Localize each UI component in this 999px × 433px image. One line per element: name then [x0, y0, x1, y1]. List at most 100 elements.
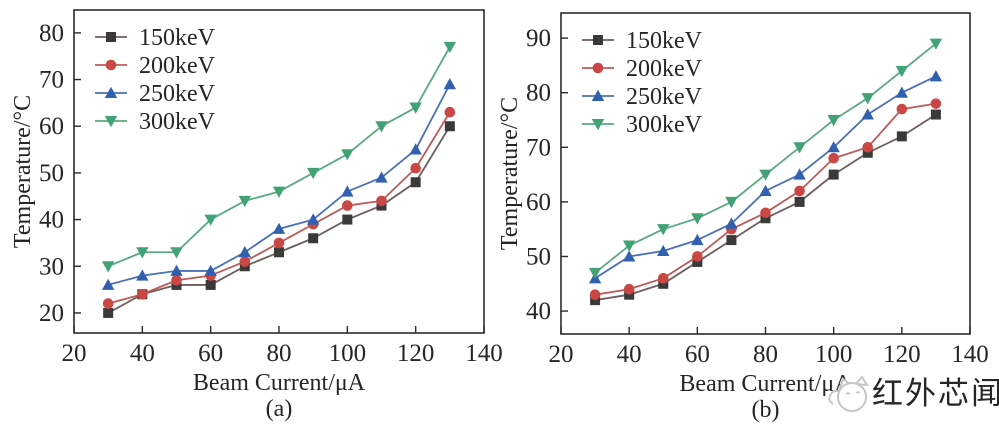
data-point-marker [588, 267, 602, 280]
y-axis-tick-label: 60 [526, 189, 551, 216]
x-axis-title: Beam Current/μA [193, 370, 366, 396]
legend-marker-icon [592, 62, 604, 74]
data-point-marker [137, 288, 148, 300]
data-point-marker [306, 213, 320, 225]
data-point-marker [896, 131, 907, 142]
data-point-marker [170, 247, 183, 259]
data-point-marker [136, 269, 149, 281]
data-point-marker [759, 169, 772, 181]
data-point-marker [760, 207, 771, 219]
data-point-marker [793, 142, 806, 154]
data-point-marker [239, 256, 251, 267]
data-point-marker [204, 264, 217, 276]
x-axis-tick-label: 80 [267, 340, 292, 367]
legend-label: 150keV [139, 25, 216, 51]
x-axis-tick-label: 100 [329, 340, 367, 367]
data-point-marker [862, 141, 874, 153]
panel-caption: (b) [752, 397, 780, 423]
data-point-marker [341, 149, 354, 161]
data-point-marker [793, 168, 806, 180]
x-axis-tick-label: 140 [951, 341, 989, 368]
data-point-marker [273, 237, 285, 249]
data-point-marker [103, 307, 114, 318]
legend-marker-icon [105, 59, 117, 71]
data-point-marker [136, 247, 149, 259]
charts-root: 20 40 60 80 100 120 140 20 30 40 50 60 70 80 Beam Curr… [10, 9, 989, 423]
data-point-marker [828, 169, 839, 180]
x-axis-tick-label: 60 [685, 341, 710, 368]
series-200keV [589, 98, 942, 300]
data-point-marker [443, 41, 457, 54]
data-point-marker [306, 167, 320, 180]
data-point-marker [375, 121, 388, 133]
x-axis-tick-label: 20 [62, 340, 87, 367]
y-axis-tick-label: 40 [39, 207, 64, 234]
y-axis-tick-label: 50 [526, 243, 551, 270]
data-point-marker [238, 195, 252, 208]
y-axis-tick-label: 40 [526, 298, 551, 325]
legend-marker-icon [591, 119, 605, 131]
data-point-marker [622, 250, 636, 262]
data-point-marker [726, 235, 737, 246]
data-point-marker [443, 78, 457, 90]
panel-caption: (a) [266, 396, 293, 422]
data-point-marker [410, 162, 421, 174]
data-point-marker [623, 283, 635, 295]
series-line [107, 125, 451, 314]
data-point-marker [238, 246, 252, 258]
legend-item-250keV: 250keV [582, 84, 703, 110]
data-point-marker [794, 185, 805, 197]
data-point-marker [341, 185, 354, 197]
data-point-marker [444, 121, 455, 132]
series-line [594, 113, 937, 302]
series-300keV [588, 38, 943, 280]
data-point-marker [759, 184, 772, 196]
legend-label: 200keV [626, 56, 703, 82]
data-point-marker [657, 273, 669, 284]
y-axis-title: Temperature/°C [10, 95, 36, 248]
data-point-marker [342, 214, 353, 225]
x-axis-tick-label: 140 [465, 340, 503, 367]
legend-item-150keV: 150keV [582, 28, 703, 54]
x-axis-tick-label: 80 [753, 341, 778, 368]
y-axis-tick-label: 20 [39, 300, 64, 327]
legend-label: 250keV [139, 81, 216, 107]
legend-item-300keV: 300keV [95, 109, 216, 135]
y-axis-tick-label: 90 [526, 25, 551, 52]
data-point-marker [204, 214, 217, 226]
data-point-marker [827, 141, 840, 153]
data-point-marker [929, 70, 943, 82]
data-point-marker [862, 147, 873, 158]
x-axis-title: Beam Current/μA [679, 371, 852, 397]
data-point-marker [375, 171, 388, 183]
data-point-marker [861, 93, 874, 105]
data-point-marker [274, 247, 284, 258]
data-point-marker [658, 278, 669, 289]
series-250keV [588, 70, 943, 284]
data-point-marker [930, 109, 941, 120]
data-point-marker [409, 143, 422, 155]
y-axis-tick-label: 70 [526, 134, 551, 161]
data-point-marker [101, 278, 115, 290]
data-point-marker [272, 186, 286, 198]
data-point-marker [657, 244, 670, 257]
series-200keV [102, 106, 456, 309]
watermark: 红外芯闻 [828, 375, 999, 412]
legend-item-250keV: 250keV [95, 81, 216, 107]
legend-label: 300keV [139, 109, 216, 135]
series-250keV [101, 78, 457, 290]
data-point-marker [691, 233, 704, 246]
x-axis-tick-label: 40 [617, 341, 642, 368]
x-axis-tick-label: 120 [883, 341, 921, 368]
data-point-marker [895, 65, 909, 78]
data-point-marker [205, 279, 216, 290]
data-point-marker [170, 264, 183, 276]
legend-label: 300keV [626, 112, 703, 138]
x-axis-tick-label: 120 [397, 340, 435, 367]
series-150keV [590, 109, 941, 306]
data-point-marker [171, 274, 182, 286]
